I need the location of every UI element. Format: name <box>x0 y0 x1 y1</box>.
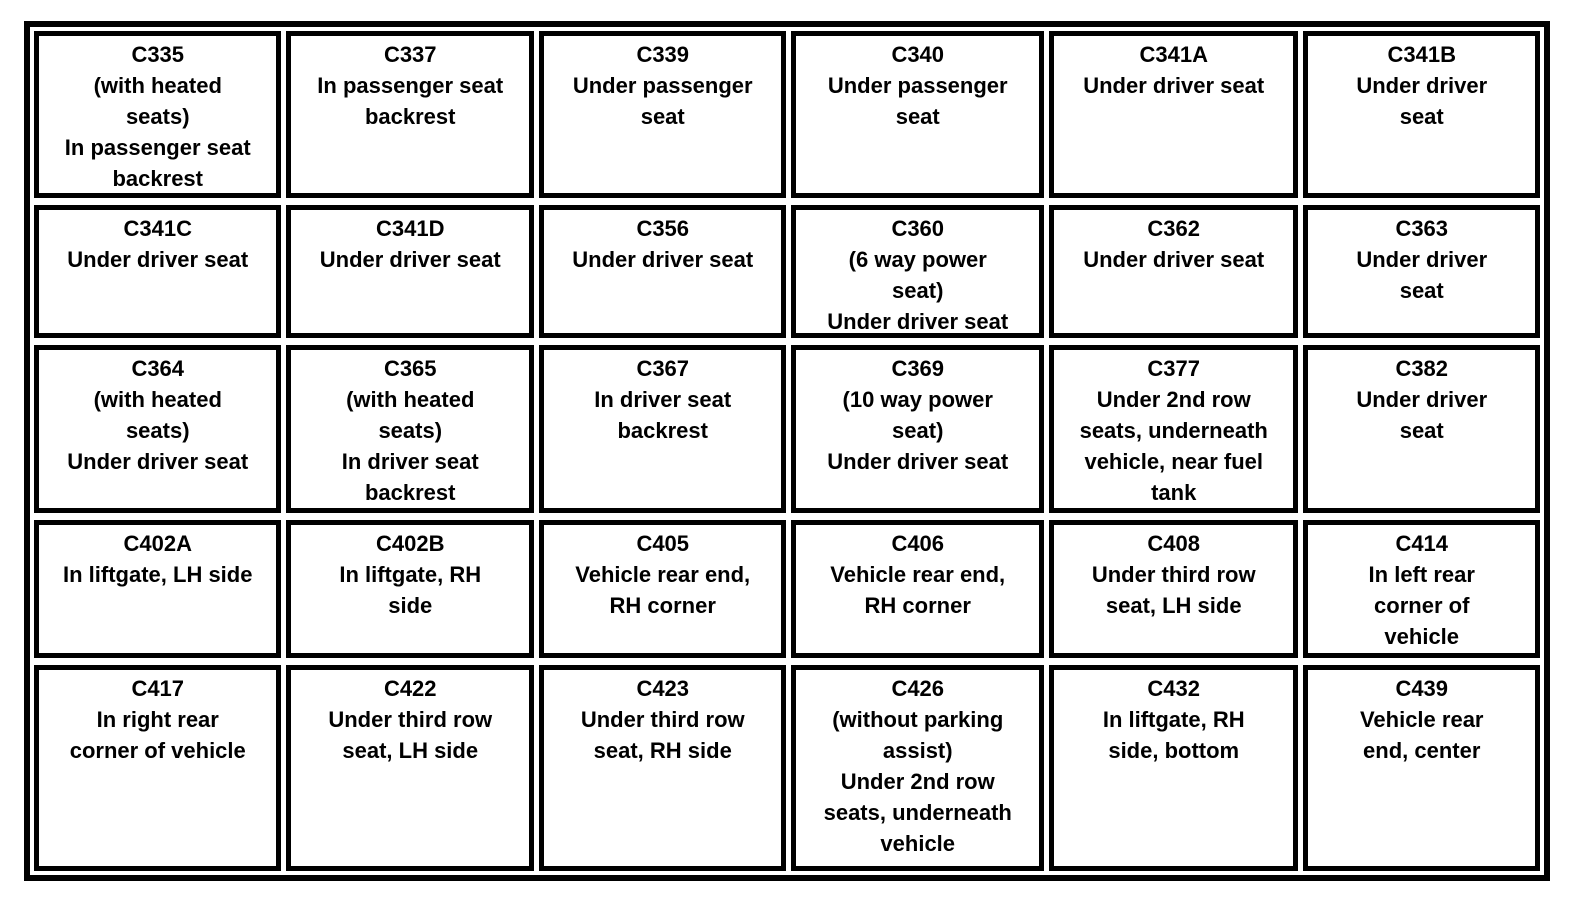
connector-cell: C417 In right rear corner of vehicle <box>34 665 282 871</box>
connector-location: (without parking assist) Under 2nd row s… <box>823 707 1012 856</box>
connector-code: C408 <box>1147 531 1201 556</box>
connector-location: Under passenger seat <box>572 73 753 129</box>
connector-cell: C382 Under driver seat <box>1303 345 1540 513</box>
connector-cell: C406 Vehicle rear end, RH corner <box>791 520 1044 658</box>
connector-code: C382 <box>1395 356 1449 381</box>
connector-code: C377 <box>1147 356 1201 381</box>
connector-location: (with heated seats) In driver seat backr… <box>341 387 479 505</box>
connector-code: C341B <box>1387 42 1456 67</box>
connector-code: C339 <box>636 42 690 67</box>
connector-grid: C335 (with heated seats) In passenger se… <box>34 31 1540 871</box>
connector-location: Under driver seat <box>572 247 754 272</box>
connector-location: Under third row seat, LH side <box>328 707 493 763</box>
connector-code: C423 <box>636 676 690 701</box>
connector-code: C337 <box>383 42 437 67</box>
connector-code: C402B <box>375 531 445 556</box>
connector-cell: C335 (with heated seats) In passenger se… <box>34 31 282 198</box>
connector-location: In liftgate, LH side <box>63 562 253 587</box>
connector-location: Under driver seat <box>1083 73 1265 98</box>
connector-cell: C402A In liftgate, LH side <box>34 520 282 658</box>
connector-location: Under driver seat <box>1083 247 1265 272</box>
connector-location: Under passenger seat <box>827 73 1008 129</box>
connector-cell: C367 In driver seat backrest <box>538 345 787 513</box>
connector-code: C426 <box>891 676 945 701</box>
connector-code: C363 <box>1395 216 1449 241</box>
connector-cell: C432 In liftgate, RH side, bottom <box>1048 665 1299 871</box>
connector-location: Under driver seat <box>1356 387 1488 443</box>
connector-location: Under third row seat, LH side <box>1091 562 1256 618</box>
connector-code: C365 <box>383 356 437 381</box>
connector-cell: C422 Under third row seat, LH side <box>286 665 534 871</box>
connector-cell: C341C Under driver seat <box>34 205 282 338</box>
connector-code: C422 <box>383 676 437 701</box>
connector-cell: C360 (6 way power seat) Under driver sea… <box>791 205 1044 338</box>
connector-cell: C364 (with heated seats) Under driver se… <box>34 345 282 513</box>
connector-location: Under driver seat <box>319 247 501 272</box>
connector-location: In right rear corner of vehicle <box>69 707 246 763</box>
connector-code: C341C <box>123 216 192 241</box>
connector-cell: C423 Under third row seat, RH side <box>538 665 787 871</box>
connector-location: Under 2nd row seats, underneath vehicle,… <box>1079 387 1268 505</box>
connector-location: Under driver seat <box>67 247 249 272</box>
connector-code: C417 <box>131 676 185 701</box>
connector-cell: C365 (with heated seats) In driver seat … <box>286 345 534 513</box>
connector-code: C369 <box>891 356 945 381</box>
connector-code: C356 <box>636 216 690 241</box>
connector-cell: C414 In left rear corner of vehicle <box>1303 520 1540 658</box>
connector-cell: C341A Under driver seat <box>1048 31 1299 198</box>
connector-code: C406 <box>891 531 945 556</box>
connector-location: In left rear corner of vehicle <box>1368 562 1475 649</box>
connector-cell: C356 Under driver seat <box>538 205 787 338</box>
connector-cell: C408 Under third row seat, LH side <box>1048 520 1299 658</box>
connector-location: In liftgate, RH side <box>339 562 482 618</box>
connector-code: C341D <box>375 216 445 241</box>
connector-location: Under driver seat <box>1356 73 1488 129</box>
connector-code: C340 <box>891 42 945 67</box>
connector-location-table: C335 (with heated seats) In passenger se… <box>24 21 1550 881</box>
connector-code: C362 <box>1147 216 1201 241</box>
connector-cell: C402B In liftgate, RH side <box>286 520 534 658</box>
connector-cell: C439 Vehicle rear end, center <box>1303 665 1540 871</box>
connector-location: In driver seat backrest <box>594 387 732 443</box>
connector-cell: C369 (10 way power seat) Under driver se… <box>791 345 1044 513</box>
connector-code: C402A <box>123 531 192 556</box>
connector-location: (6 way power seat) Under driver seat <box>827 247 1009 334</box>
connector-cell: C377 Under 2nd row seats, underneath veh… <box>1048 345 1299 513</box>
connector-cell: C340 Under passenger seat <box>791 31 1044 198</box>
connector-code: C341A <box>1139 42 1208 67</box>
connector-cell: C339 Under passenger seat <box>538 31 787 198</box>
connector-location: (10 way power seat) Under driver seat <box>827 387 1009 474</box>
connector-cell: C341B Under driver seat <box>1303 31 1540 198</box>
connector-location: Under driver seat <box>1356 247 1488 303</box>
connector-cell: C337 In passenger seat backrest <box>286 31 534 198</box>
connector-code: C405 <box>636 531 690 556</box>
connector-code: C360 <box>891 216 945 241</box>
connector-location: Vehicle rear end, RH corner <box>830 562 1006 618</box>
connector-code: C439 <box>1395 676 1449 701</box>
connector-location: Vehicle rear end, center <box>1359 707 1484 763</box>
connector-code: C432 <box>1147 676 1201 701</box>
connector-cell: C341D Under driver seat <box>286 205 534 338</box>
connector-cell: C405 Vehicle rear end, RH corner <box>538 520 787 658</box>
connector-location: In passenger seat backrest <box>317 73 504 129</box>
connector-code: C367 <box>636 356 690 381</box>
connector-location: Vehicle rear end, RH corner <box>575 562 751 618</box>
connector-code: C364 <box>131 356 185 381</box>
connector-cell: C362 Under driver seat <box>1048 205 1299 338</box>
connector-location: Under third row seat, RH side <box>580 707 745 763</box>
connector-location: (with heated seats) In passenger seat ba… <box>64 73 251 191</box>
connector-code: C414 <box>1395 531 1449 556</box>
connector-location: (with heated seats) Under driver seat <box>67 387 249 474</box>
connector-location: In liftgate, RH side, bottom <box>1102 707 1245 763</box>
connector-cell: C363 Under driver seat <box>1303 205 1540 338</box>
connector-code: C335 <box>131 42 185 67</box>
connector-cell: C426 (without parking assist) Under 2nd … <box>791 665 1044 871</box>
